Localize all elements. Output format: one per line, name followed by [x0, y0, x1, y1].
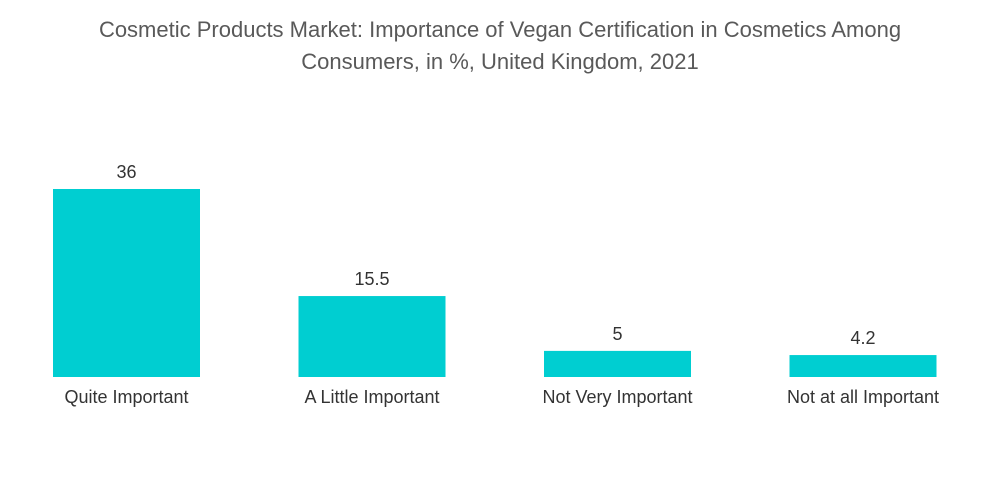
value-label-0: 36	[116, 162, 136, 182]
category-label-0: Quite Important	[64, 387, 188, 407]
category-label-3: Not at all Important	[787, 387, 939, 407]
value-label-3: 4.2	[850, 328, 875, 348]
bar-2	[544, 350, 691, 377]
chart-title-line-1: Cosmetic Products Market: Importance of …	[98, 17, 902, 42]
value-label-2: 5	[612, 324, 622, 344]
bar-3	[789, 355, 937, 377]
category-label-1: A Little Important	[304, 387, 439, 407]
value-labels-group: 36 15.5 5 4.2	[116, 162, 875, 348]
bars-group	[53, 189, 937, 377]
chart-title-line-2: Consumers, in %, United Kingdom, 2021	[301, 49, 699, 74]
chart-title: Cosmetic Products Market: Importance of …	[0, 14, 1000, 78]
bar-0	[53, 189, 200, 377]
bar-1	[298, 296, 446, 377]
category-label-2: Not Very Important	[542, 387, 692, 407]
value-label-1: 15.5	[354, 269, 389, 289]
category-labels-group: Quite Important A Little Important Not Ver…	[64, 387, 939, 407]
